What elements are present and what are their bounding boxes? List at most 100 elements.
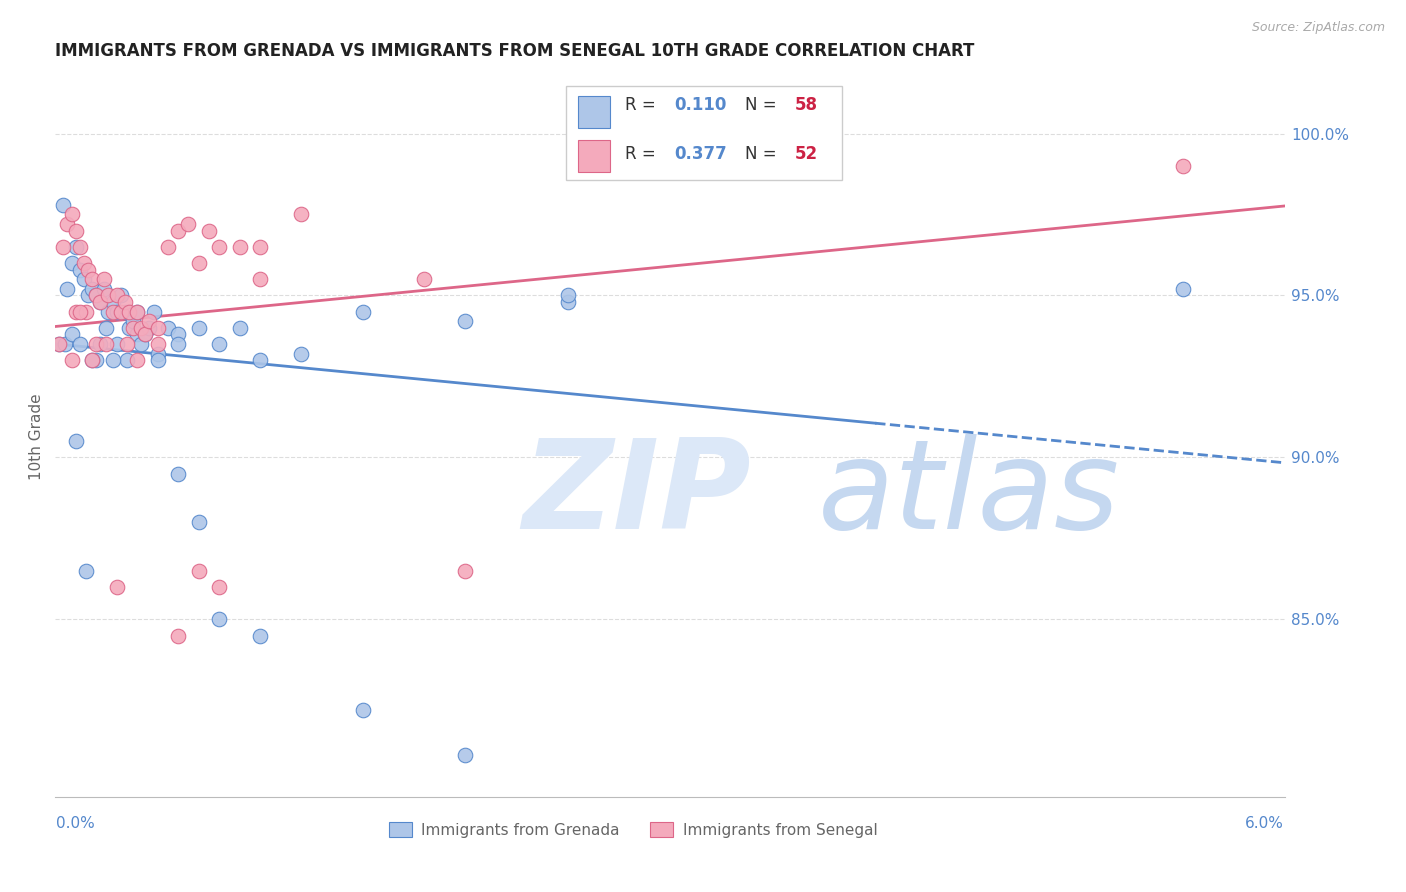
Point xyxy=(352,304,374,318)
Point xyxy=(80,272,103,286)
Point xyxy=(129,337,152,351)
Legend: Immigrants from Grenada, Immigrants from Senegal: Immigrants from Grenada, Immigrants from… xyxy=(384,816,883,844)
Point xyxy=(228,321,250,335)
Point xyxy=(93,282,115,296)
Point xyxy=(187,564,209,578)
Point xyxy=(52,240,75,254)
Point xyxy=(48,337,70,351)
Point xyxy=(80,353,103,368)
Point xyxy=(56,217,79,231)
FancyBboxPatch shape xyxy=(565,86,842,180)
Point xyxy=(65,434,87,449)
Point xyxy=(122,321,145,335)
Point xyxy=(156,321,179,335)
Text: ZIP: ZIP xyxy=(523,434,751,555)
Point xyxy=(101,304,124,318)
Text: Source: ZipAtlas.com: Source: ZipAtlas.com xyxy=(1251,21,1385,34)
Point xyxy=(167,224,190,238)
Point xyxy=(208,337,231,351)
Text: 0.377: 0.377 xyxy=(673,145,727,162)
Point xyxy=(167,337,190,351)
Point xyxy=(65,240,87,254)
Point xyxy=(146,337,169,351)
Text: 52: 52 xyxy=(794,145,817,162)
Point xyxy=(60,256,83,270)
Point xyxy=(454,748,477,763)
Point xyxy=(69,337,91,351)
Point xyxy=(138,314,160,328)
Point xyxy=(60,353,83,368)
Text: atlas: atlas xyxy=(818,434,1121,555)
Point xyxy=(56,282,79,296)
Point xyxy=(118,321,141,335)
Point xyxy=(77,288,100,302)
Point xyxy=(129,321,152,335)
Point xyxy=(115,353,138,368)
Point xyxy=(80,353,103,368)
Point xyxy=(127,304,149,318)
Point xyxy=(73,272,96,286)
FancyBboxPatch shape xyxy=(578,95,610,128)
Point xyxy=(208,580,231,594)
Point xyxy=(114,294,136,309)
Text: N =: N = xyxy=(745,95,782,114)
Point xyxy=(187,256,209,270)
Point xyxy=(55,337,77,351)
Point xyxy=(156,240,179,254)
Point xyxy=(105,288,128,302)
Point xyxy=(69,304,91,318)
Point xyxy=(69,240,91,254)
Text: 6.0%: 6.0% xyxy=(1246,815,1284,830)
Point xyxy=(454,314,477,328)
Point xyxy=(105,337,128,351)
Point xyxy=(454,564,477,578)
Point xyxy=(65,224,87,238)
Point xyxy=(127,304,149,318)
Point xyxy=(290,347,312,361)
Point xyxy=(127,353,149,368)
Point xyxy=(89,294,111,309)
Point xyxy=(75,564,97,578)
Point xyxy=(167,467,190,481)
Point xyxy=(146,321,169,335)
Point xyxy=(187,321,209,335)
Point xyxy=(110,288,132,302)
Point xyxy=(69,262,91,277)
Point xyxy=(75,304,97,318)
Point xyxy=(146,347,169,361)
FancyBboxPatch shape xyxy=(578,140,610,172)
Point xyxy=(208,612,231,626)
Y-axis label: 10th Grade: 10th Grade xyxy=(30,393,44,480)
Point xyxy=(134,327,156,342)
Point xyxy=(97,304,120,318)
Point xyxy=(413,272,436,286)
Point xyxy=(80,282,103,296)
Point xyxy=(167,327,190,342)
Point xyxy=(142,304,165,318)
Point xyxy=(110,304,132,318)
Point xyxy=(101,294,124,309)
Point xyxy=(1171,159,1194,173)
Point xyxy=(177,217,200,231)
Point xyxy=(73,256,96,270)
Text: 0.110: 0.110 xyxy=(673,95,727,114)
Point xyxy=(96,337,118,351)
Point xyxy=(249,272,271,286)
Point xyxy=(557,288,579,302)
Point xyxy=(557,294,579,309)
Text: 0.0%: 0.0% xyxy=(56,815,96,830)
Point xyxy=(167,628,190,642)
Point xyxy=(187,515,209,529)
Point xyxy=(93,272,115,286)
Text: R =: R = xyxy=(624,145,661,162)
Point xyxy=(105,304,128,318)
Point xyxy=(48,337,70,351)
Point xyxy=(138,321,160,335)
Text: R =: R = xyxy=(624,95,661,114)
Point xyxy=(290,207,312,221)
Point xyxy=(134,327,156,342)
Point xyxy=(249,240,271,254)
Point xyxy=(228,240,250,254)
Point xyxy=(96,321,118,335)
Point xyxy=(97,288,120,302)
